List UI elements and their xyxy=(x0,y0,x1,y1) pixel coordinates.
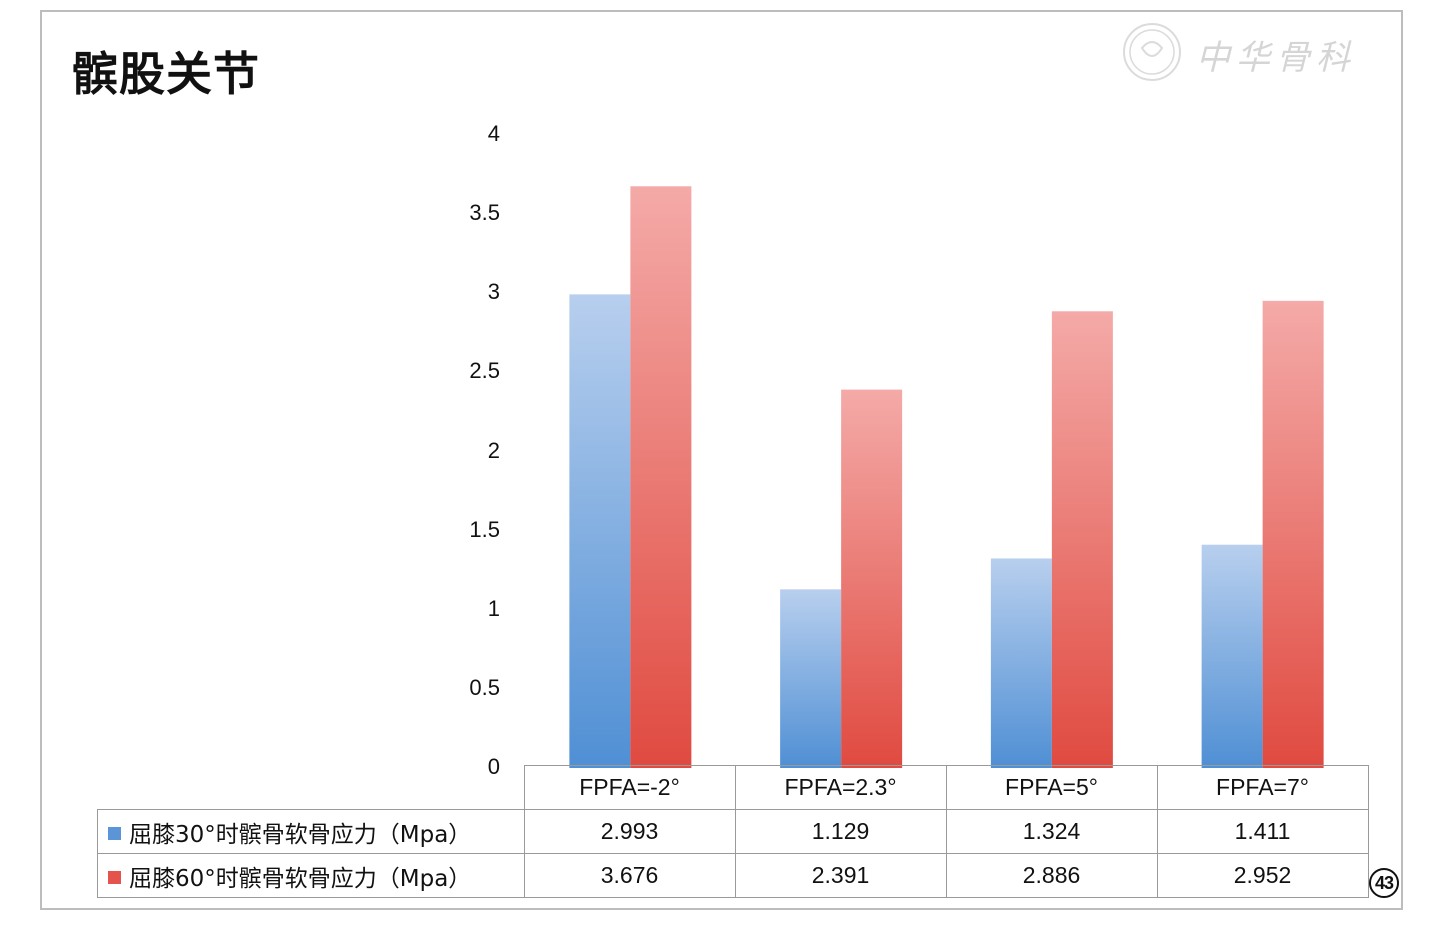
data-label: 1.411 xyxy=(1156,809,1369,854)
legend-entry-series-2: 屈膝60°时髌骨软骨应力（Mpa） xyxy=(97,853,525,898)
table-corner xyxy=(97,765,525,810)
category-label: FPFA=2.3° xyxy=(734,765,947,810)
data-label: 2.952 xyxy=(1156,853,1369,898)
data-label: 1.129 xyxy=(734,809,947,854)
data-label: 1.324 xyxy=(945,809,1158,854)
bar-series-2-cat-3 xyxy=(1051,311,1113,768)
table-row: 屈膝30°时髌骨软骨应力（Mpa） 2.993 1.129 1.324 1.41… xyxy=(97,809,1369,854)
y-tick-label: 0.5 xyxy=(469,674,500,700)
data-table: FPFA=-2° FPFA=2.3° FPFA=5° FPFA=7° 屈膝30°… xyxy=(97,765,1369,898)
bars-group xyxy=(569,186,1324,768)
bar-series-1-cat-1 xyxy=(569,294,631,768)
y-tick-label: 4 xyxy=(487,121,500,146)
watermark-text: 中华骨科 xyxy=(1196,38,1356,78)
category-label: FPFA=-2° xyxy=(523,765,736,810)
legend-entry-series-1: 屈膝30°时髌骨软骨应力（Mpa） xyxy=(97,809,525,854)
data-label: 2.993 xyxy=(523,809,736,854)
y-tick-label: 2.5 xyxy=(469,358,500,384)
category-label: FPFA=5° xyxy=(945,765,1158,810)
y-tick-label: 1 xyxy=(487,595,500,621)
legend-swatch-blue xyxy=(108,826,121,840)
chart-title: 髌股关节 xyxy=(72,47,260,101)
data-label: 3.676 xyxy=(523,853,736,898)
data-label: 2.391 xyxy=(734,853,947,898)
data-label: 2.886 xyxy=(945,853,1158,898)
seal-icon xyxy=(1123,23,1181,81)
y-tick-label: 3.5 xyxy=(469,200,500,226)
table-header-row: FPFA=-2° FPFA=2.3° FPFA=5° FPFA=7° xyxy=(97,765,1369,810)
legend-swatch-red xyxy=(108,870,121,884)
category-label: FPFA=7° xyxy=(1156,765,1369,810)
page-number: 43 xyxy=(1369,868,1399,898)
y-tick-label: 3 xyxy=(487,279,500,305)
watermark: 中华骨科 xyxy=(1118,18,1408,88)
bar-series-2-cat-1 xyxy=(630,186,692,768)
bar-series-2-cat-2 xyxy=(841,389,903,768)
series-name: 屈膝30°时髌骨软骨应力（Mpa） xyxy=(129,821,472,848)
bar-series-1-cat-4 xyxy=(1201,544,1263,768)
bar-series-1-cat-3 xyxy=(990,558,1052,768)
table-row: 屈膝60°时髌骨软骨应力（Mpa） 3.676 2.391 2.886 2.95… xyxy=(97,853,1369,898)
y-tick-label: 1.5 xyxy=(469,516,500,542)
slide-frame xyxy=(40,10,1403,910)
y-tick-label: 2 xyxy=(487,437,500,463)
bar-series-2-cat-4 xyxy=(1262,300,1324,768)
bar-series-1-cat-2 xyxy=(780,589,842,768)
series-name: 屈膝60°时髌骨软骨应力（Mpa） xyxy=(129,865,472,892)
